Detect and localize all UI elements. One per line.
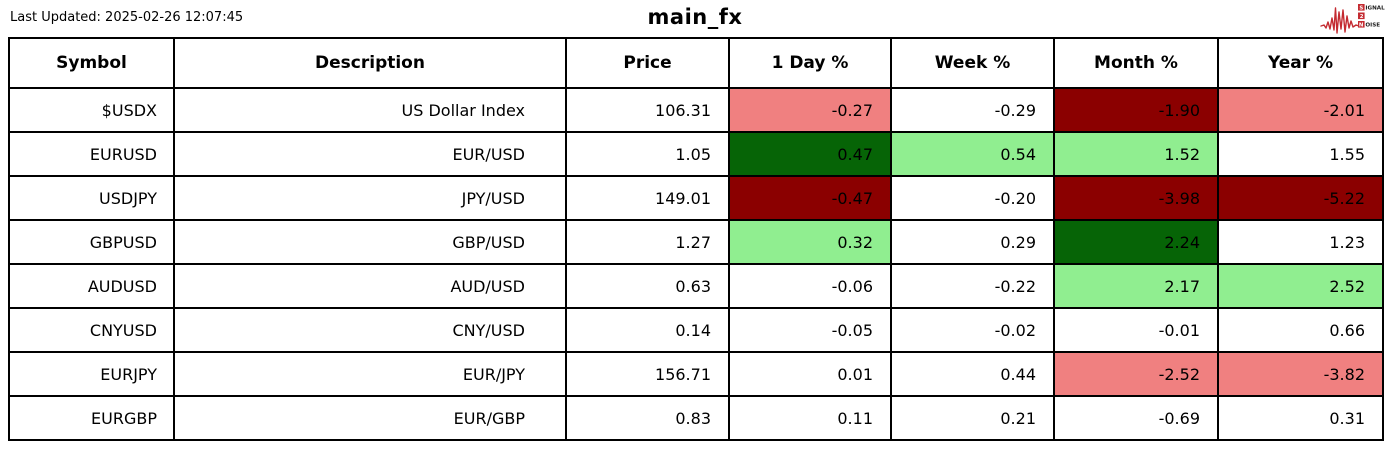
pct-cell: 0.66 <box>1217 307 1384 353</box>
pct-cell: 0.01 <box>728 351 892 397</box>
table-body: $USDX US Dollar Index 106.31 -0.27 -0.29 -1.9… <box>8 87 1384 441</box>
pct-cell: -0.05 <box>728 307 892 353</box>
pct-cell: -0.69 <box>1053 395 1219 441</box>
pct-cell: 1.55 <box>1217 131 1384 177</box>
price-cell: 1.27 <box>565 219 730 265</box>
column-header-month: Month % <box>1053 37 1219 89</box>
pct-cell: 0.29 <box>890 219 1055 265</box>
pct-cell: -3.98 <box>1053 175 1219 221</box>
price-cell: 0.14 <box>565 307 730 353</box>
description-cell: EUR/JPY <box>173 351 567 397</box>
description-cell: JPY/USD <box>173 175 567 221</box>
symbol-cell: EURJPY <box>8 351 175 397</box>
logo-letter-n: N <box>1359 22 1364 28</box>
pct-cell: 0.21 <box>890 395 1055 441</box>
symbol-cell: $USDX <box>8 87 175 133</box>
pct-cell: -5.22 <box>1217 175 1384 221</box>
pct-cell: 0.11 <box>728 395 892 441</box>
price-cell: 149.01 <box>565 175 730 221</box>
pct-cell: -1.90 <box>1053 87 1219 133</box>
pct-cell: 0.32 <box>728 219 892 265</box>
pct-cell: -0.01 <box>1053 307 1219 353</box>
pct-cell: 2.17 <box>1053 263 1219 309</box>
table-row: EURUSD EUR/USD 1.05 0.47 0.54 1.52 1.55 <box>8 131 1384 177</box>
table-row: $USDX US Dollar Index 106.31 -0.27 -0.29 -1.9… <box>8 87 1384 133</box>
price-cell: 1.05 <box>565 131 730 177</box>
description-cell: AUD/USD <box>173 263 567 309</box>
table-row: EURGBP EUR/GBP 0.83 0.11 0.21 -0.69 0.31 <box>8 395 1384 441</box>
pct-cell: 0.31 <box>1217 395 1384 441</box>
symbol-cell: GBPUSD <box>8 219 175 265</box>
pct-cell: -0.22 <box>890 263 1055 309</box>
description-cell: US Dollar Index <box>173 87 567 133</box>
description-cell: EUR/USD <box>173 131 567 177</box>
last-updated-text: Last Updated: 2025-02-26 12:07:45 <box>10 10 244 25</box>
logo-wordmark: S IGNAL 2 N OISE <box>1358 4 1385 28</box>
symbol-cell: EURGBP <box>8 395 175 441</box>
pct-cell: -0.06 <box>728 263 892 309</box>
column-header-symbol: Symbol <box>8 37 175 89</box>
pct-cell: -0.29 <box>890 87 1055 133</box>
column-header-description: Description <box>173 37 567 89</box>
logo-digit-two: 2 <box>1360 14 1364 20</box>
table-row: CNYUSD CNY/USD 0.14 -0.05 -0.02 -0.01 0.66 <box>8 307 1384 353</box>
pct-cell: -2.01 <box>1217 87 1384 133</box>
pct-cell: -0.20 <box>890 175 1055 221</box>
symbol-cell: USDJPY <box>8 175 175 221</box>
symbol-cell: EURUSD <box>8 131 175 177</box>
fx-table: Symbol Description Price 1 Day % Week % Month… <box>8 37 1384 441</box>
top-bar: Last Updated: 2025-02-26 12:07:45 main_f… <box>0 0 1390 36</box>
table-row: EURJPY EUR/JPY 156.71 0.01 0.44 -2.52 -3.82 <box>8 351 1384 397</box>
pct-cell: 2.24 <box>1053 219 1219 265</box>
pct-cell: 0.54 <box>890 131 1055 177</box>
column-header-1-day: 1 Day % <box>728 37 892 89</box>
pct-cell: -0.47 <box>728 175 892 221</box>
logo-waveform-icon <box>1320 7 1360 34</box>
header-row: Symbol Description Price 1 Day % Week % Month… <box>8 37 1384 89</box>
price-cell: 0.83 <box>565 395 730 441</box>
pct-cell: -2.52 <box>1053 351 1219 397</box>
column-header-year: Year % <box>1217 37 1384 89</box>
symbol-cell: AUDUSD <box>8 263 175 309</box>
table-row: GBPUSD GBP/USD 1.27 0.32 0.29 2.24 1.23 <box>8 219 1384 265</box>
pct-cell: -0.02 <box>890 307 1055 353</box>
logo-word-ignal: IGNAL <box>1365 5 1385 11</box>
column-header-price: Price <box>565 37 730 89</box>
table-row: USDJPY JPY/USD 149.01 -0.47 -0.20 -3.98 -5.22 <box>8 175 1384 221</box>
pct-cell: 2.52 <box>1217 263 1384 309</box>
description-cell: CNY/USD <box>173 307 567 353</box>
logo-word-oise: OISE <box>1365 22 1380 28</box>
price-cell: 156.71 <box>565 351 730 397</box>
signal2noise-logo: S IGNAL 2 N OISE <box>1320 4 1385 34</box>
symbol-cell: CNYUSD <box>8 307 175 353</box>
price-cell: 106.31 <box>565 87 730 133</box>
pct-cell: -0.27 <box>728 87 892 133</box>
description-cell: EUR/GBP <box>173 395 567 441</box>
price-cell: 0.63 <box>565 263 730 309</box>
table-row: AUDUSD AUD/USD 0.63 -0.06 -0.22 2.17 2.52 <box>8 263 1384 309</box>
pct-cell: 1.52 <box>1053 131 1219 177</box>
description-cell: GBP/USD <box>173 219 567 265</box>
pct-cell: 1.23 <box>1217 219 1384 265</box>
column-header-week: Week % <box>890 37 1055 89</box>
pct-cell: 0.44 <box>890 351 1055 397</box>
page-title: main_fx <box>647 5 743 29</box>
pct-cell: -3.82 <box>1217 351 1384 397</box>
pct-cell: 0.47 <box>728 131 892 177</box>
logo-letter-s: S <box>1359 5 1363 11</box>
